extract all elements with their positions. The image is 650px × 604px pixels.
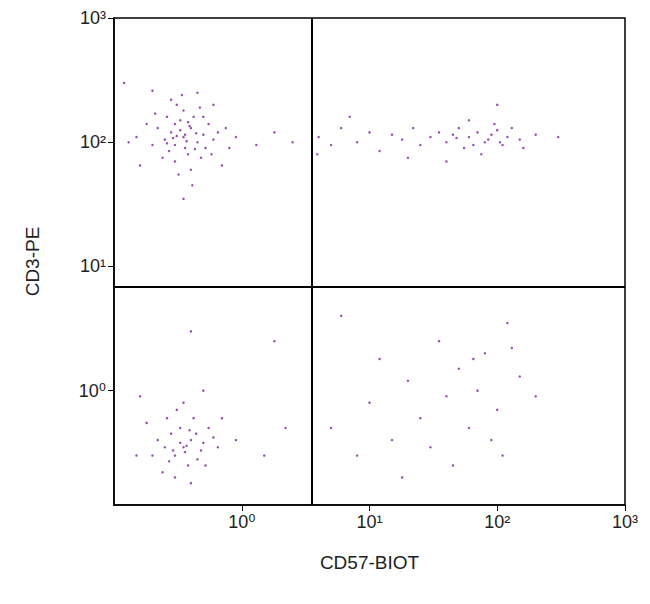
svg-text:CD57-BIOT: CD57-BIOT bbox=[320, 552, 420, 573]
svg-text:10¹: 10¹ bbox=[80, 256, 106, 276]
svg-text:10³: 10³ bbox=[612, 512, 638, 532]
svg-text:10⁰: 10⁰ bbox=[228, 512, 255, 532]
svg-text:CD3-PE: CD3-PE bbox=[22, 227, 43, 297]
svg-text:10¹: 10¹ bbox=[356, 512, 382, 532]
svg-text:10²: 10² bbox=[484, 512, 510, 532]
svg-text:10²: 10² bbox=[80, 132, 106, 152]
svg-text:10⁰: 10⁰ bbox=[79, 381, 106, 401]
svg-text:10³: 10³ bbox=[80, 8, 106, 28]
